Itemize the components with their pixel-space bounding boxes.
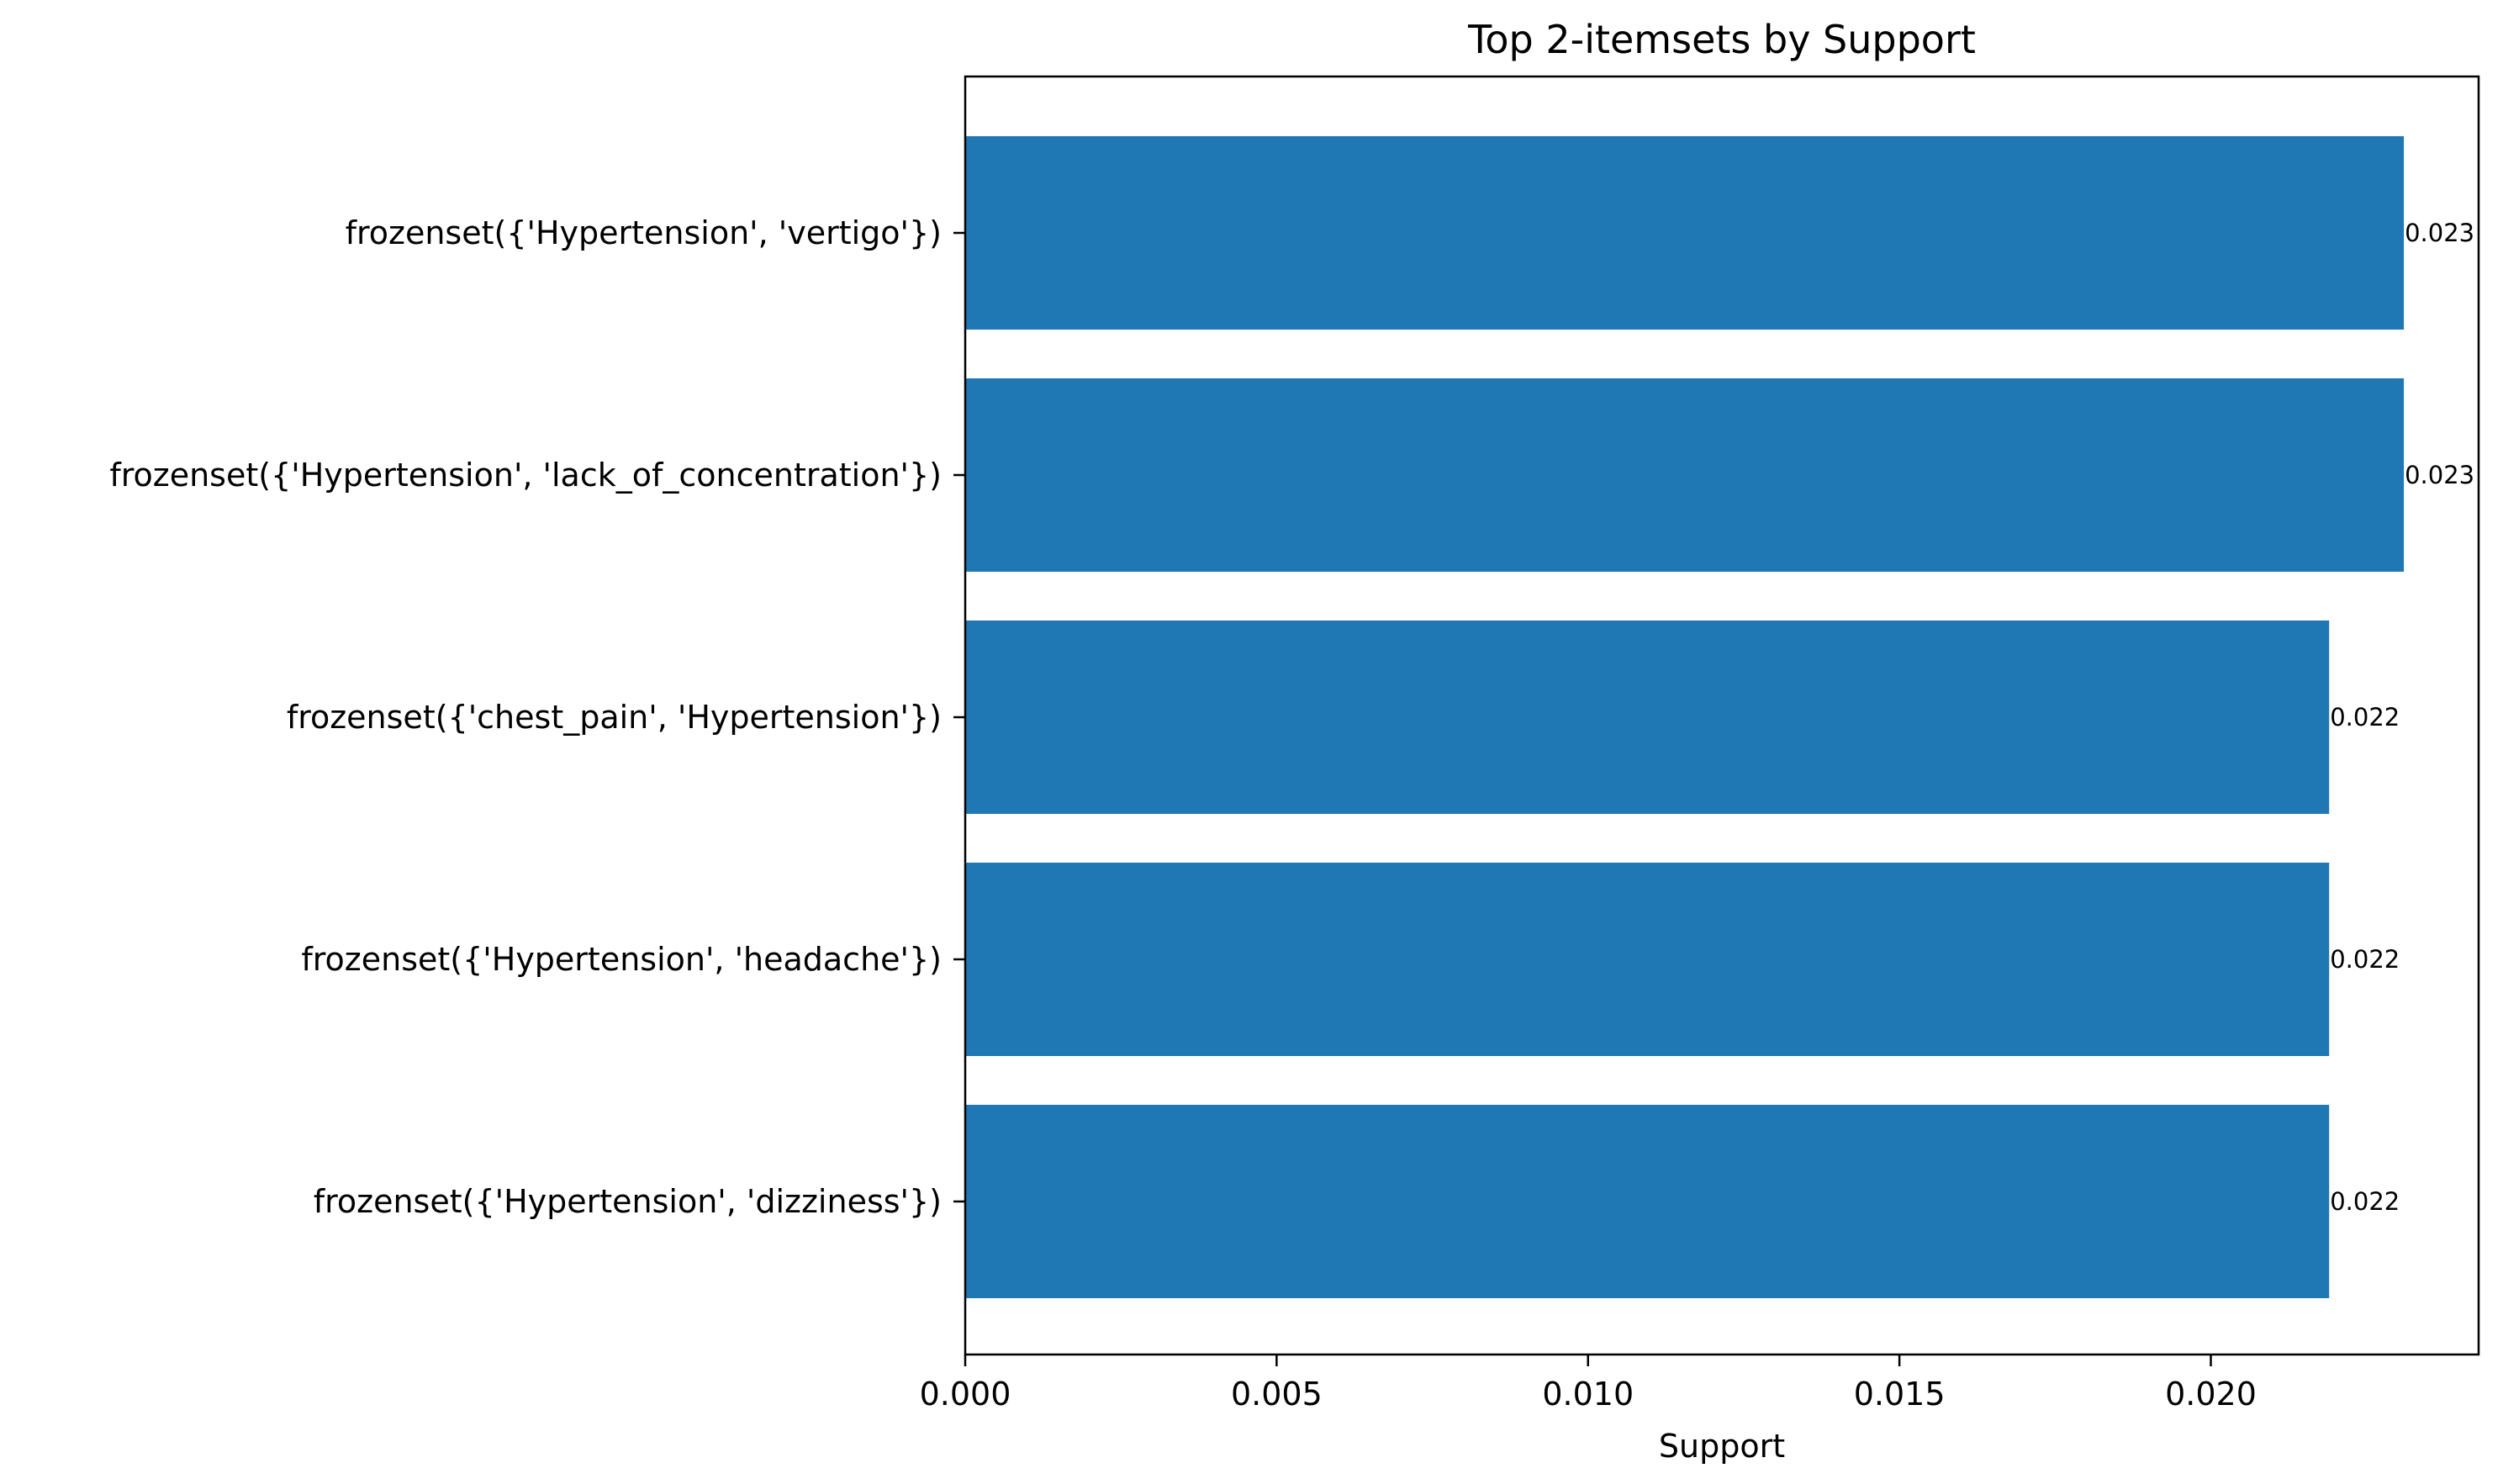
bar-4: [965, 1105, 2330, 1298]
x-tick-label-3: 0.015: [1854, 1376, 1946, 1413]
bar-3: [965, 863, 2330, 1056]
plot-frame: [964, 75, 2480, 1356]
bar-2: [965, 621, 2330, 814]
data-label-0: 0.023: [2405, 219, 2474, 247]
data-label-1: 0.023: [2405, 461, 2474, 489]
bar-0: [965, 136, 2405, 330]
chart-title: Top 2-itemsets by Support: [1467, 17, 1976, 62]
data-label-4: 0.022: [2330, 1187, 2400, 1216]
x-tick-label-0: 0.000: [920, 1376, 1011, 1413]
x-tick-label-2: 0.010: [1542, 1376, 1634, 1413]
bars-layer: 0.023 0.023 0.022 0.022 0.022: [965, 136, 2474, 1298]
y-tick-label-0: frozenset({'Hypertension', 'vertigo'}): [346, 214, 942, 251]
bar-1: [965, 378, 2405, 572]
y-tick-label-1: frozenset({'Hypertension', 'lack_of_conc…: [109, 457, 942, 494]
y-tick-label-2: frozenset({'chest_pain', 'Hypertension'}…: [287, 699, 942, 736]
x-tick-label-1: 0.005: [1231, 1376, 1323, 1413]
y-tick-label-4: frozenset({'Hypertension', 'dizziness'}): [314, 1183, 942, 1220]
y-tick-label-3: frozenset({'Hypertension', 'headache'}): [301, 941, 942, 978]
x-axis-ticks: 0.000 0.005 0.010 0.015 0.020: [920, 1355, 2257, 1413]
x-tick-label-4: 0.020: [2165, 1376, 2257, 1413]
y-tick-labels: frozenset({'Hypertension', 'vertigo'}) fr…: [109, 214, 965, 1220]
data-label-3: 0.022: [2330, 945, 2400, 974]
x-axis-label: Support: [1659, 1428, 1785, 1465]
data-label-2: 0.022: [2330, 703, 2400, 731]
